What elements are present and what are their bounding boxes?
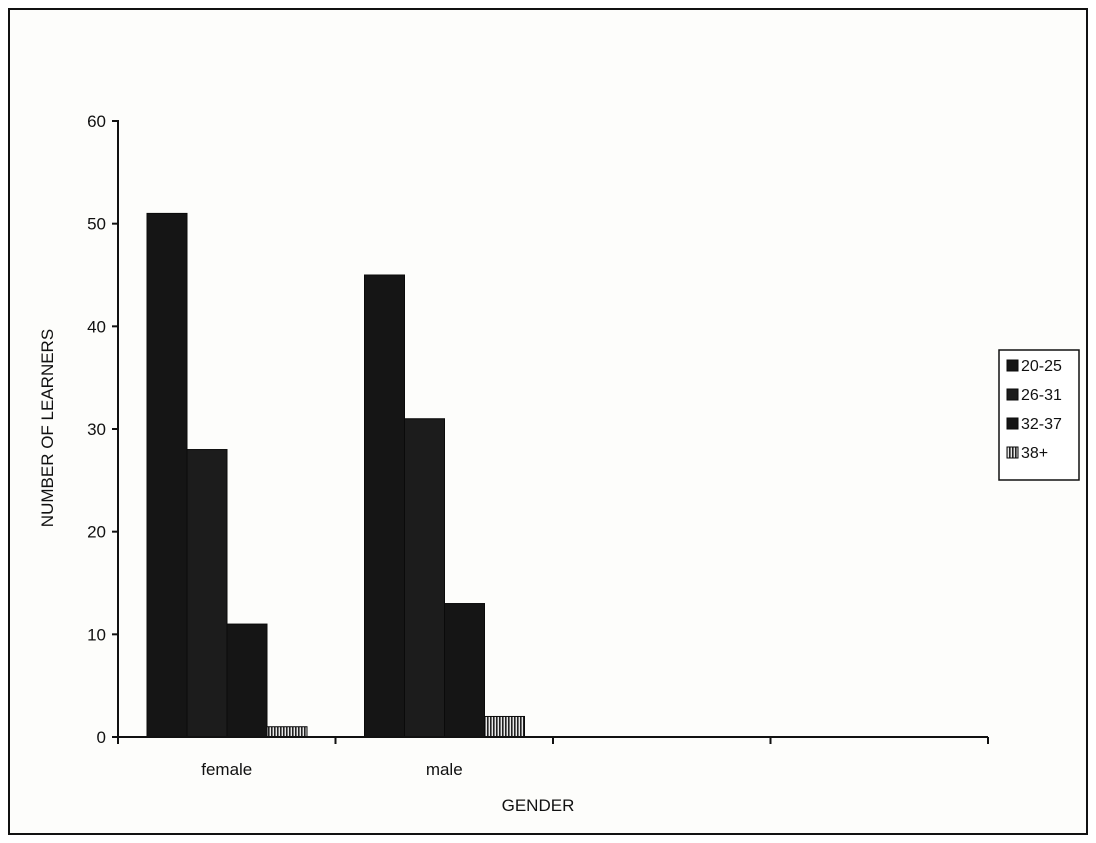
legend-label-26-31: 26-31 [1021, 387, 1062, 404]
y-ticks: 0 10 20 30 40 50 60 [87, 112, 118, 747]
y-tick-label: 60 [87, 112, 106, 131]
bar-male-32-37 [444, 603, 485, 738]
legend: 20-25 26-31 32-37 38+ [998, 349, 1080, 481]
legend-swatch-20-25 [1006, 359, 1019, 372]
y-axis-label: NUMBER OF LEARNERS [38, 329, 57, 527]
y-tick-label: 40 [87, 317, 106, 336]
bar-female-38+ [266, 726, 308, 738]
x-tick-label: female [201, 760, 252, 779]
legend-swatch-38+ [1006, 446, 1019, 459]
y-tick-label: 20 [87, 523, 106, 542]
legend-items: 20-25 26-31 32-37 38+ [1006, 358, 1062, 462]
x-axis-label: GENDER [502, 796, 575, 815]
y-tick-label: 50 [87, 215, 106, 234]
bar-female-32-37 [226, 623, 268, 738]
legend-swatch-26-31 [1006, 388, 1019, 401]
bar-male-20-25 [364, 274, 405, 738]
bars-layer [146, 212, 525, 738]
legend-label-32-37: 32-37 [1021, 416, 1062, 433]
bar-female-26-31 [186, 449, 228, 738]
legend-label-20-25: 20-25 [1021, 358, 1062, 375]
y-tick-label: 0 [97, 728, 106, 747]
legend-swatch-32-37 [1006, 417, 1019, 430]
x-tick-label: male [426, 760, 463, 779]
bar-male-38+ [484, 715, 525, 738]
legend-label-38+: 38+ [1021, 445, 1048, 462]
bar-female-20-25 [146, 212, 188, 738]
x-ticks: female male [117, 737, 989, 779]
bar-male-26-31 [404, 418, 445, 738]
bar-chart: 0 10 20 30 40 50 60 female male NUMBER OF LEARN… [38, 112, 1080, 815]
y-tick-label: 30 [87, 420, 106, 439]
y-tick-label: 10 [87, 625, 106, 644]
chart-frame: 0 10 20 30 40 50 60 female male NUMBER OF LEARN… [8, 8, 1088, 835]
